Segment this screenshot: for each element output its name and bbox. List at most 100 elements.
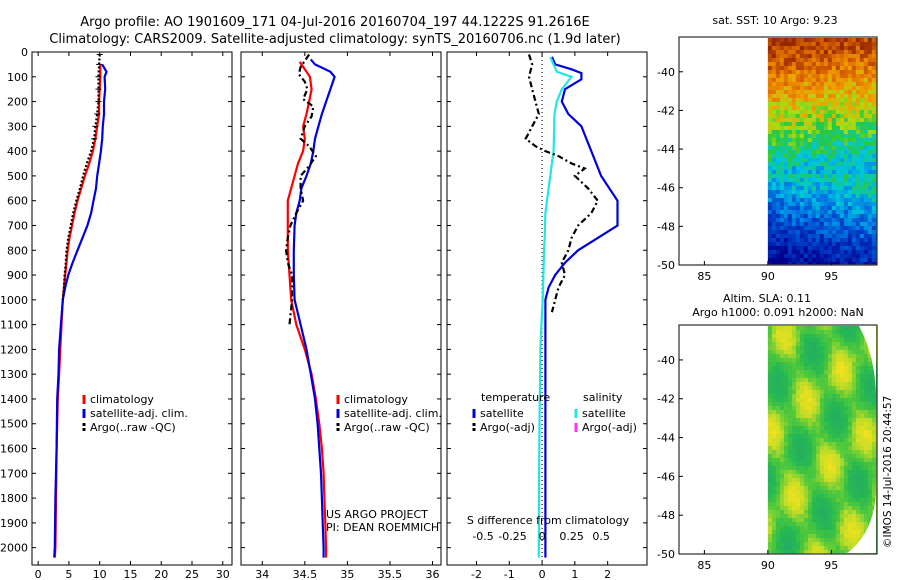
temp-legend-argo-label: Argo(..raw -QC) — [90, 421, 176, 434]
sla_map-xtick-label: 90 — [761, 559, 775, 572]
diff-s-tick-label: 0 — [539, 530, 546, 543]
sst-map-panel: -40 -42 -44 -46 -48 -50 85 90 95 sat. SST: 10 Arg… — [657, 14, 878, 283]
depth-tick-label: 1000 — [0, 294, 28, 307]
difference-xtick-label: -1 — [504, 568, 515, 580]
sst_map-ytick-label: -48 — [657, 220, 675, 233]
diff-legend-s-argo-label: Argo(-adj) — [582, 421, 637, 434]
difference-profile-panel: -2-1012T difference from climatologytemp… — [446, 51, 648, 580]
difference-axes-box — [446, 51, 648, 566]
sla_map-heatmap-cells — [767, 326, 877, 554]
salinity-xtick-label: 36 — [425, 568, 439, 580]
depth-tick-label: 1700 — [0, 467, 28, 480]
sla_map-ytick-label: -46 — [657, 470, 675, 483]
sla-no-data-corner — [859, 326, 876, 395]
sla_map-ytick-label: -44 — [657, 432, 675, 445]
salinity-axes-box — [240, 51, 442, 566]
diff-legend-s-satellite-label: satellite — [582, 407, 626, 420]
depth-tick-label: 0 — [21, 46, 28, 59]
project-annotation: US ARGO PROJECT — [326, 508, 428, 521]
depth-tick-label: 2000 — [0, 542, 28, 555]
salinity-xtick-label: 34 — [255, 568, 269, 580]
difference-xtick-label: 2 — [604, 568, 611, 580]
depth-tick-label: 800 — [7, 244, 28, 257]
depth-tick-label: 1100 — [0, 319, 28, 332]
sst_map-ytick-label: -42 — [657, 104, 675, 117]
sla_map-ytick-label: -40 — [657, 354, 675, 367]
depth-tick-label: 600 — [7, 195, 28, 208]
temperature-series-satellite — [53, 63, 108, 558]
depth-tick-label: 1800 — [0, 492, 28, 505]
pi-annotation: PI: DEAN ROEMMICH — [326, 521, 439, 534]
depth-tick-label: 100 — [7, 71, 28, 84]
temperature-xtick-label: 30 — [216, 568, 230, 580]
sla_map-ytick-label: -50 — [657, 548, 675, 561]
salinity-xtick-label: 35.5 — [378, 568, 403, 580]
diff-legend-t-argo-label: Argo(-adj) — [480, 421, 535, 434]
sal-legend-climatology-label: climatology — [344, 393, 408, 406]
salinity-series-climatology — [286, 61, 328, 558]
figure-title-line1: Argo profile: AO 1901609_171 04-Jul-2016… — [80, 15, 590, 30]
temperature-xtick-label: 0 — [35, 568, 42, 580]
sla_map-ytick-label: -42 — [657, 393, 675, 406]
sla-map-title-line1: Altim. SLA: 0.11 — [723, 292, 811, 305]
imos-timestamp: ©IMOS 14-Jul-2016 20:44:57 — [882, 396, 894, 548]
depth-tick-label: 1600 — [0, 443, 28, 456]
difference-series-t_satellite — [544, 56, 619, 558]
diff-legend-title-salinity: salinity — [583, 391, 623, 404]
sla-no-data-corner-bottom — [847, 494, 876, 553]
temp-legend-climatology-label: climatology — [90, 393, 154, 406]
sst_map-heatmap-cells — [767, 38, 877, 265]
depth-tick-label: 500 — [7, 170, 28, 183]
diff-s-tick-label: 0.5 — [592, 530, 610, 543]
difference-xtick-label: 0 — [539, 568, 546, 580]
diff-legend-title-temperature: temperature — [481, 391, 550, 404]
depth-tick-label: 1200 — [0, 343, 28, 356]
temp-legend-satellite-label: satellite-adj. clim. — [90, 407, 188, 420]
depth-tick-label: 1900 — [0, 517, 28, 530]
sst_map-ytick-label: -44 — [657, 143, 675, 156]
temperature-xtick-label: 20 — [154, 568, 168, 580]
salinity-xtick-label: 35 — [340, 568, 354, 580]
depth-tick-label: 200 — [7, 96, 28, 109]
sal-legend-satellite-label: satellite-adj. clim. — [344, 407, 442, 420]
sla_map-xtick-label: 95 — [824, 559, 838, 572]
depth-tick-label: 1300 — [0, 368, 28, 381]
sst_map-xtick-label: 95 — [824, 270, 838, 283]
difference-xtick-label: -2 — [471, 568, 482, 580]
diff-s-tick-label: 0.25 — [559, 530, 584, 543]
depth-tick-label: 300 — [7, 120, 28, 133]
temperature-xtick-label: 10 — [93, 568, 107, 580]
sst_map-ytick-label: -46 — [657, 182, 675, 195]
salinity-series-satellite — [292, 58, 336, 558]
difference-series-s_satellite — [537, 56, 574, 558]
temperature-xtick-label: 15 — [123, 568, 137, 580]
diff-legend-t-satellite-label: satellite — [480, 407, 524, 420]
sst_map-ytick-label: -40 — [657, 66, 675, 79]
temperature-profile-panel: 0100200300400500600700800900100011001200… — [0, 46, 233, 580]
difference-xtick-label: 1 — [571, 568, 578, 580]
sla_map-ytick-label: -48 — [657, 509, 675, 522]
sla-map-panel: -40 -42 -44 -46 -48 -50 85 90 95 Altim. SLA: 0.11… — [657, 292, 878, 572]
depth-tick-label: 1500 — [0, 418, 28, 431]
sst-map-title: sat. SST: 10 Argo: 9.23 — [712, 14, 837, 27]
sst_map-ytick-label: -50 — [657, 259, 675, 272]
sst_map-xtick-label: 90 — [761, 270, 775, 283]
sla-map-title-line2: Argo h1000: 0.091 h2000: NaN — [692, 306, 864, 319]
sst_map-xtick-label: 85 — [697, 270, 711, 283]
figure-title-line2: Climatology: CARS2009. Satellite-adjuste… — [49, 32, 621, 47]
diff-s-tick-label: -0.25 — [498, 530, 526, 543]
temperature-xtick-label: 25 — [185, 568, 199, 580]
depth-tick-label: 900 — [7, 269, 28, 282]
sal-legend-argo-label: Argo(..raw -QC) — [344, 421, 430, 434]
salinity-xtick-label: 34.5 — [293, 568, 318, 580]
diff-s-tick-label: -0.5 — [472, 530, 493, 543]
sla_map-xtick-label: 85 — [697, 559, 711, 572]
temperature-xtick-label: 5 — [65, 568, 72, 580]
depth-tick-label: 400 — [7, 145, 28, 158]
diff-x2label: S difference from climatology — [467, 514, 630, 527]
temperature-axes-box — [31, 51, 233, 566]
depth-tick-label: 1400 — [0, 393, 28, 406]
difference-series-t_argo — [524, 54, 600, 313]
depth-tick-label: 700 — [7, 219, 28, 232]
